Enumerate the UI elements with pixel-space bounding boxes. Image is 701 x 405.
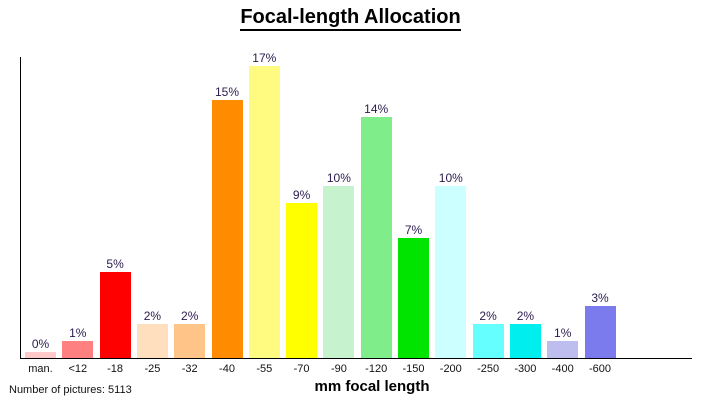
bar-value-label: 1% [554, 325, 572, 340]
bar-value-label: 5% [106, 257, 124, 271]
bar-group: 5% [99, 256, 131, 358]
x-tick-label: -400 [551, 363, 574, 375]
bar-value-label: 7% [404, 222, 423, 237]
bar-value-label: 0% [31, 337, 50, 351]
x-tick-label: -300 [514, 363, 537, 375]
bar-group: 1% [547, 325, 579, 358]
x-tick-label: -90 [330, 363, 347, 375]
picture-count-note: Number of pictures: 5113 [9, 384, 132, 396]
x-tick-label: -55 [256, 363, 273, 375]
bar-value-label: 14% [364, 102, 389, 117]
bar [472, 323, 504, 358]
bar [248, 65, 280, 358]
bar-group: 14% [360, 101, 392, 358]
bar [509, 323, 541, 358]
bar [174, 323, 206, 358]
bar [62, 340, 94, 358]
bar-group: 2% [509, 308, 541, 358]
x-tick-label: -18 [107, 363, 124, 375]
bar-value-label: 1% [69, 325, 87, 340]
x-tick-label: -70 [293, 363, 310, 375]
bar-group: 2% [136, 308, 168, 358]
bar-group: 1% [62, 325, 94, 358]
bar-group: 0% [25, 336, 56, 358]
bar [211, 100, 243, 358]
bar-value-label: 17% [252, 50, 277, 65]
bar [584, 306, 616, 358]
bar-group: 7% [398, 222, 429, 358]
bar-value-label: 2% [181, 308, 199, 323]
bar-group: 2% [472, 308, 504, 358]
x-tick-label: <12 [68, 363, 88, 375]
x-tick-label: -250 [477, 363, 500, 375]
y-axis-line [20, 57, 21, 359]
bar [547, 340, 579, 358]
x-tick-label: -25 [144, 363, 161, 375]
bar [99, 272, 131, 358]
x-tick-label: man. [28, 363, 53, 375]
bar-group: 3% [584, 290, 616, 358]
bar-value-label: 10% [438, 171, 463, 185]
bar [398, 237, 429, 358]
bar [136, 323, 168, 358]
bar-value-label: 2% [516, 308, 535, 323]
x-tick-label: -120 [365, 363, 388, 375]
x-tick-label: -200 [439, 363, 462, 375]
bar-group: 9% [286, 187, 318, 358]
bar [360, 117, 392, 358]
bar-value-label: 9% [292, 188, 311, 203]
bar-value-label: 2% [143, 308, 162, 323]
bar [25, 352, 56, 358]
bar [286, 203, 318, 358]
bar [435, 186, 467, 358]
bar-group: 15% [211, 84, 243, 358]
x-tick-label: -600 [588, 363, 612, 375]
chart-title-text: Focal-length Allocation [240, 6, 461, 31]
bar-value-label: 10% [326, 171, 351, 185]
bar-value-label: 2% [479, 308, 497, 323]
x-tick-label: -32 [181, 363, 198, 375]
x-tick-label: -40 [219, 363, 235, 375]
bar-group: 2% [174, 308, 206, 358]
bar [323, 186, 355, 358]
bar-value-label: 3% [591, 291, 609, 306]
x-axis-title: mm focal length [314, 378, 430, 395]
bar-group: 17% [248, 50, 280, 358]
x-axis-line [20, 358, 692, 359]
bar-value-label: 15% [214, 85, 240, 99]
chart-title: Focal-length Allocation [0, 6, 701, 31]
x-tick-label: -150 [402, 363, 425, 375]
bar-group: 10% [323, 170, 355, 358]
bar-group: 10% [435, 170, 467, 358]
